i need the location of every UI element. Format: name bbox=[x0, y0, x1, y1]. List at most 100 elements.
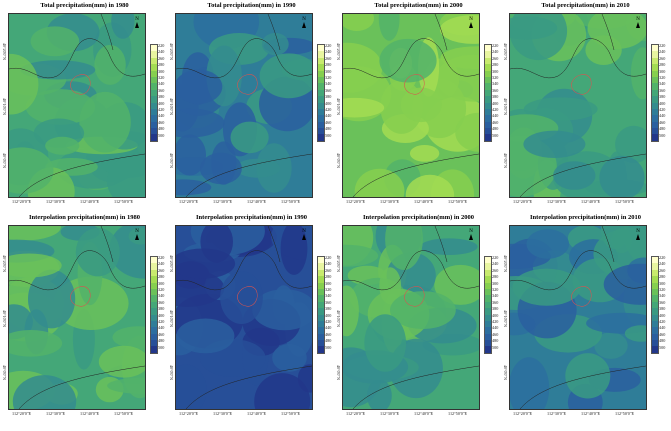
map-panel-p7: Interpolation precipitation(mm) in 2000 … bbox=[336, 212, 501, 422]
map-panel-p2: Total precipitation(mm) in 1990 N 40°20'0… bbox=[169, 0, 334, 210]
legend-tick-label: 220 bbox=[325, 255, 332, 260]
legend-swatch bbox=[652, 57, 658, 65]
legend-tick-label: 380 bbox=[659, 306, 666, 312]
map-panel-p6: Interpolation precipitation(mm) in 1990 … bbox=[169, 212, 334, 422]
y-tick-label: 40°0'0"N bbox=[336, 153, 341, 168]
legend-swatch bbox=[151, 327, 157, 334]
north-arrow-icon: N bbox=[302, 229, 306, 240]
legend-swatch bbox=[652, 121, 658, 129]
legend-tick-label: 340 bbox=[158, 293, 165, 299]
legend-tick-label: 280 bbox=[325, 274, 332, 280]
legend-tick-label: 480 bbox=[325, 338, 332, 344]
y-tick-label: 40°20'0"N bbox=[2, 43, 7, 60]
legend-swatch bbox=[318, 288, 324, 296]
city-outline bbox=[571, 286, 592, 307]
legend-tick-label: 440 bbox=[659, 113, 666, 119]
legend-tick-label: 220 bbox=[659, 43, 666, 48]
legend-tick-label: 240 bbox=[325, 49, 332, 55]
legend-tick-label: 460 bbox=[659, 119, 666, 125]
legend-tick-label: 380 bbox=[659, 94, 666, 100]
legend-colorbar bbox=[317, 256, 325, 354]
region-boundary bbox=[9, 250, 145, 291]
city-outline bbox=[571, 74, 592, 95]
region-boundary bbox=[9, 38, 145, 79]
legend-swatch bbox=[485, 83, 491, 90]
legend-swatch bbox=[485, 333, 491, 341]
legend-swatch bbox=[485, 346, 491, 353]
legend-tick-label: 260 bbox=[659, 55, 666, 61]
legend-swatch bbox=[318, 263, 324, 270]
x-tick-label: 112°50'0"E bbox=[615, 199, 635, 204]
legend-colorbar bbox=[484, 44, 492, 142]
legend-swatch bbox=[485, 301, 491, 309]
legend-tick-label: 460 bbox=[325, 119, 332, 125]
x-tick-label: 112°30'0"E bbox=[213, 411, 233, 416]
y-tick-label: 40°10'0"N bbox=[2, 310, 7, 327]
legend-tick-label: 480 bbox=[492, 126, 499, 132]
legend-swatch bbox=[652, 128, 658, 135]
legend-tick-label: 320 bbox=[158, 75, 165, 80]
legend-swatch bbox=[151, 288, 157, 296]
legend-tick-label: 440 bbox=[325, 325, 332, 331]
legend-tick-label: 260 bbox=[325, 55, 332, 61]
map-panel-p4: Total precipitation(mm) in 2010 N 40°20'0… bbox=[503, 0, 668, 210]
legend-swatch bbox=[652, 102, 658, 109]
y-tick-label: 40°0'0"N bbox=[169, 365, 174, 380]
map-raster bbox=[510, 14, 646, 197]
x-tick-label: 112°50'0"E bbox=[114, 199, 134, 204]
legend-tick-label: 300 bbox=[492, 280, 499, 286]
legend-tick-label: 360 bbox=[325, 87, 332, 93]
y-tick-label: 40°0'0"N bbox=[503, 365, 508, 380]
legend-colorbar bbox=[651, 44, 659, 142]
legend-tick-label: 300 bbox=[325, 68, 332, 74]
legend-tick-label: 280 bbox=[158, 274, 165, 280]
legend-tick-label: 480 bbox=[659, 126, 666, 132]
legend-swatch bbox=[151, 263, 157, 270]
legend-tick-label: 340 bbox=[492, 293, 499, 299]
legend-swatch bbox=[318, 64, 324, 71]
region-boundary-south bbox=[185, 365, 312, 409]
precipitation-map bbox=[8, 225, 146, 410]
legend-tick-label: 300 bbox=[158, 280, 165, 286]
legend-swatch bbox=[151, 134, 157, 141]
legend-swatch bbox=[318, 115, 324, 122]
legend-tick-label: 420 bbox=[325, 319, 332, 324]
legend-swatch bbox=[151, 45, 157, 52]
legend-swatch bbox=[485, 134, 491, 141]
legend-swatch bbox=[652, 269, 658, 277]
legend-tick-label: 420 bbox=[158, 319, 165, 324]
north-arrow-icon: N bbox=[469, 17, 473, 28]
legend-swatch bbox=[318, 102, 324, 109]
x-tick-label: 112°50'0"E bbox=[448, 411, 468, 416]
north-arrow-icon: N bbox=[636, 229, 640, 240]
legend-swatch bbox=[485, 308, 491, 315]
region-boundary-south bbox=[185, 153, 312, 197]
region-boundary-east bbox=[434, 226, 448, 263]
legend-swatch bbox=[151, 333, 157, 341]
legend-tick-label: 380 bbox=[492, 94, 499, 100]
region-boundary-east bbox=[601, 14, 615, 51]
legend-swatch bbox=[318, 295, 324, 302]
x-tick-label: 112°40'0"E bbox=[247, 411, 267, 416]
north-arrow-icon: N bbox=[469, 229, 473, 240]
legend-tick-label: 220 bbox=[659, 255, 666, 260]
legend-swatch bbox=[652, 70, 658, 77]
legend-tick-label: 400 bbox=[325, 312, 332, 318]
x-tick-label: 112°20'0"E bbox=[179, 199, 199, 204]
legend-tick-label: 280 bbox=[659, 274, 666, 280]
legend-swatch bbox=[318, 340, 324, 347]
legend-swatch bbox=[151, 83, 157, 90]
legend-tick-label: 300 bbox=[492, 68, 499, 74]
y-tick-label: 40°20'0"N bbox=[169, 43, 174, 60]
legend-swatch bbox=[652, 327, 658, 334]
legend-tick-label: 480 bbox=[158, 338, 165, 344]
legend-tick-label: 280 bbox=[659, 62, 666, 68]
legend-swatch bbox=[151, 108, 157, 116]
legend-tick-label: 340 bbox=[492, 81, 499, 87]
region-boundary bbox=[510, 250, 646, 291]
legend-tick-label: 220 bbox=[492, 43, 499, 48]
legend-swatch bbox=[652, 314, 658, 321]
legend-swatch bbox=[318, 128, 324, 135]
legend-swatch bbox=[151, 51, 157, 58]
legend-swatch bbox=[151, 276, 157, 283]
